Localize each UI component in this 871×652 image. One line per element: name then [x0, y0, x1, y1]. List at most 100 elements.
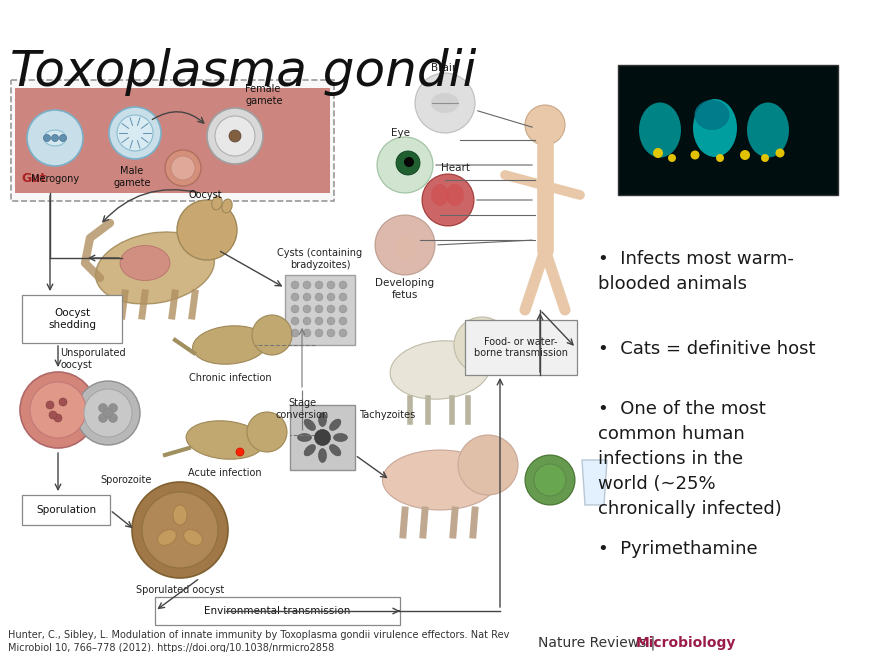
Circle shape — [525, 105, 565, 145]
Circle shape — [98, 413, 107, 422]
Circle shape — [303, 305, 311, 313]
Circle shape — [84, 389, 132, 437]
Text: Acute infection: Acute infection — [188, 468, 262, 478]
Circle shape — [117, 115, 153, 151]
Ellipse shape — [431, 184, 449, 206]
Ellipse shape — [329, 419, 341, 430]
Ellipse shape — [446, 184, 464, 206]
Text: Microbiology: Microbiology — [636, 636, 736, 650]
Circle shape — [109, 404, 118, 413]
Ellipse shape — [173, 505, 187, 525]
Circle shape — [422, 174, 474, 226]
Circle shape — [761, 154, 769, 162]
Circle shape — [327, 305, 335, 313]
Circle shape — [44, 134, 51, 141]
Bar — [15, 88, 330, 193]
Circle shape — [30, 382, 86, 438]
Text: Cysts (containing
bradyzoites): Cysts (containing bradyzoites) — [278, 248, 362, 270]
Circle shape — [525, 455, 575, 505]
Bar — [285, 275, 355, 345]
Circle shape — [303, 317, 311, 325]
Ellipse shape — [192, 326, 267, 364]
Text: Food- or water-
borne transmission: Food- or water- borne transmission — [474, 336, 568, 359]
Circle shape — [377, 137, 433, 193]
Circle shape — [20, 372, 96, 448]
Text: Environmental transmission: Environmental transmission — [205, 606, 351, 616]
Circle shape — [171, 156, 195, 180]
Circle shape — [415, 73, 475, 133]
Ellipse shape — [694, 100, 730, 130]
Ellipse shape — [319, 449, 327, 462]
Text: Nature Reviews |: Nature Reviews | — [538, 636, 659, 651]
Ellipse shape — [382, 450, 497, 510]
Text: •  Cats = definitive host: • Cats = definitive host — [598, 340, 815, 358]
Circle shape — [303, 329, 311, 337]
Text: Tachyzoites: Tachyzoites — [359, 410, 415, 420]
Ellipse shape — [44, 130, 66, 146]
Circle shape — [229, 130, 241, 142]
Ellipse shape — [212, 196, 222, 210]
Circle shape — [291, 305, 299, 313]
Bar — [618, 65, 838, 195]
Circle shape — [396, 151, 420, 175]
Circle shape — [51, 134, 58, 141]
Bar — [22, 495, 110, 525]
Ellipse shape — [304, 445, 315, 456]
Ellipse shape — [334, 434, 348, 441]
Text: Merogony: Merogony — [31, 174, 79, 184]
Circle shape — [315, 329, 323, 337]
Circle shape — [375, 215, 435, 275]
Circle shape — [142, 492, 218, 568]
Circle shape — [775, 149, 785, 158]
Ellipse shape — [390, 341, 490, 399]
Bar — [11, 80, 334, 201]
Text: Chronic infection: Chronic infection — [189, 373, 271, 383]
Circle shape — [291, 317, 299, 325]
Circle shape — [27, 110, 83, 166]
Ellipse shape — [120, 246, 170, 280]
Text: Sporozoite: Sporozoite — [100, 475, 152, 485]
Polygon shape — [582, 460, 607, 505]
Text: •  Infects most warm-
blooded animals: • Infects most warm- blooded animals — [598, 250, 793, 293]
Circle shape — [534, 464, 566, 496]
Text: Stage
conversion: Stage conversion — [275, 398, 328, 420]
Circle shape — [236, 448, 244, 456]
Circle shape — [177, 200, 237, 260]
Circle shape — [59, 398, 67, 406]
Ellipse shape — [222, 199, 233, 213]
Text: Male
gamete: Male gamete — [113, 166, 151, 188]
Circle shape — [132, 482, 228, 578]
Ellipse shape — [329, 445, 341, 456]
Circle shape — [339, 281, 347, 289]
Circle shape — [46, 401, 54, 409]
Circle shape — [315, 317, 323, 325]
Ellipse shape — [158, 529, 176, 545]
Ellipse shape — [747, 102, 789, 158]
Circle shape — [104, 409, 112, 417]
Circle shape — [76, 381, 140, 445]
Ellipse shape — [431, 93, 459, 113]
Circle shape — [716, 154, 724, 162]
Circle shape — [315, 305, 323, 313]
Circle shape — [458, 435, 518, 495]
Circle shape — [327, 281, 335, 289]
Circle shape — [207, 108, 263, 164]
Text: Oocyst: Oocyst — [188, 190, 221, 200]
Circle shape — [54, 414, 62, 422]
Circle shape — [315, 293, 323, 301]
Text: Female
gamete: Female gamete — [245, 84, 282, 106]
Text: Unsporulated
oocyst: Unsporulated oocyst — [60, 348, 125, 370]
Circle shape — [404, 157, 414, 167]
Circle shape — [327, 293, 335, 301]
Bar — [290, 405, 355, 470]
Ellipse shape — [186, 421, 264, 459]
Circle shape — [252, 315, 292, 355]
Text: Hunter, C., Sibley, L. Modulation of innate immunity by Toxoplasma gondii virule: Hunter, C., Sibley, L. Modulation of inn… — [8, 630, 510, 652]
Text: Developing
fetus: Developing fetus — [375, 278, 435, 300]
Circle shape — [691, 151, 699, 160]
Circle shape — [109, 413, 118, 422]
Circle shape — [339, 329, 347, 337]
Text: Heart: Heart — [441, 163, 469, 173]
Circle shape — [668, 154, 676, 162]
Text: Brain: Brain — [431, 63, 459, 73]
